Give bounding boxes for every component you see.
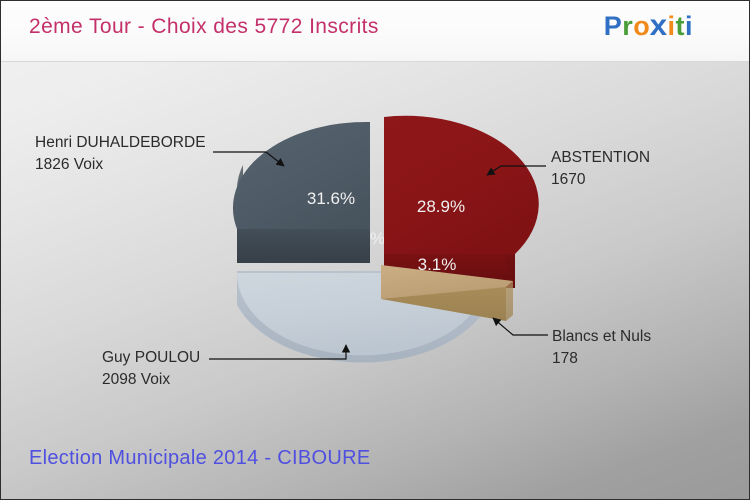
slice-percent-blancs: 3.1%: [418, 255, 457, 274]
pie-slice-duhaldeborde[interactable]: 31.6%: [232, 121, 370, 263]
logo-letter-p: P: [603, 11, 623, 41]
callout-poulou-votes: 2098 Voix: [102, 371, 171, 388]
leader-line-poulou: [209, 344, 351, 360]
callout-poulou: Guy POULOU 2098 Voix: [102, 347, 200, 391]
callout-blancs-votes: 178: [552, 350, 578, 367]
callout-abstention-votes: 1670: [551, 171, 586, 188]
callout-blancs-name: Blancs et Nuls: [552, 328, 652, 345]
leader-line-abstention: [486, 165, 546, 176]
slice-percent-abstention: 28.9%: [417, 197, 465, 216]
logo-letter-x: x: [649, 9, 668, 42]
logo-letter-i2: i: [684, 11, 693, 41]
callout-duhaldeborde: Henri DUHALDEBORDE 1826 Voix: [35, 132, 206, 176]
leader-line-duhaldeborde: [213, 151, 285, 167]
logo-letter-r: r: [622, 11, 634, 41]
callout-poulou-name: Guy POULOU: [102, 349, 201, 366]
slice-percent-duhaldeborde: 31.6%: [307, 189, 355, 208]
proxiti-logo: Proxiti: [604, 11, 693, 41]
callout-duhaldeborde-votes: 1826 Voix: [35, 156, 104, 173]
callout-duhaldeborde-name: Henri DUHALDEBORDE: [35, 134, 206, 151]
logo-letter-o: o: [633, 11, 651, 41]
footer-caption: Election Municipale 2014 - CIBOURE: [29, 447, 371, 469]
logo-letter-t: t: [675, 11, 685, 41]
callout-blancs: Blancs et Nuls 178: [552, 326, 651, 370]
pie-chart: 36.3% 31.6% 28.9% 3.1%: [209, 115, 548, 363]
logo-letter-i1: i: [667, 11, 676, 41]
leader-line-blancs: [492, 317, 548, 336]
pie-slice-blancs[interactable]: 3.1%: [381, 255, 513, 321]
pie-slice-abstention[interactable]: 28.9%: [384, 115, 539, 288]
callout-abstention: ABSTENTION 1670: [551, 147, 650, 191]
page-title: 2ème Tour - Choix des 5772 Inscrits: [29, 15, 379, 38]
header-panel: 2ème Tour - Choix des 5772 Inscrits Prox…: [1, 1, 749, 62]
callout-abstention-name: ABSTENTION: [551, 149, 651, 166]
